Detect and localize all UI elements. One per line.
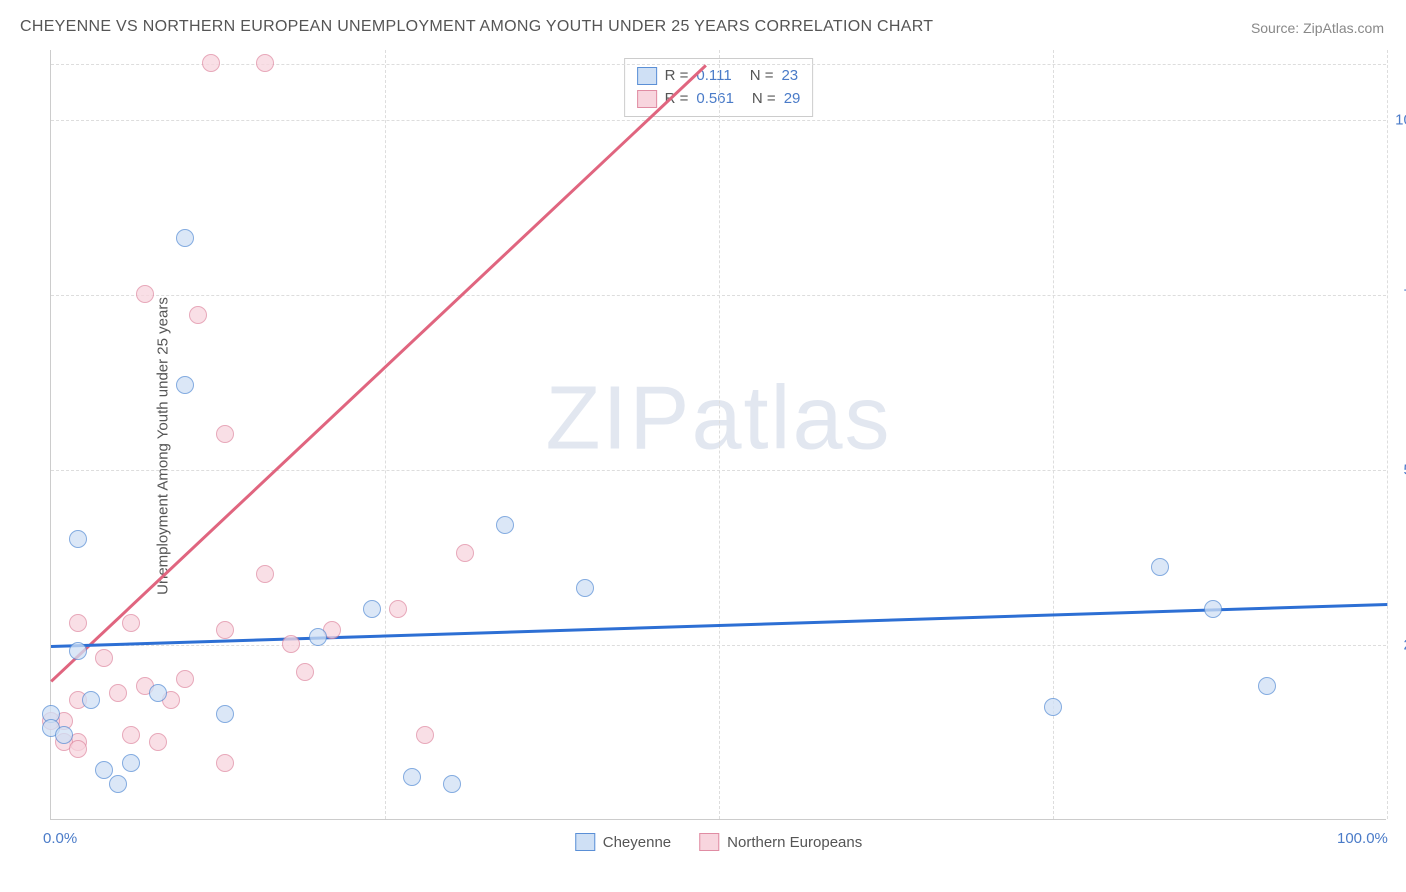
legend-series: Cheyenne Northern Europeans bbox=[575, 833, 862, 851]
data-point bbox=[256, 565, 274, 583]
data-point bbox=[1204, 600, 1222, 618]
data-point bbox=[216, 705, 234, 723]
source-attribution: Source: ZipAtlas.com bbox=[1251, 20, 1384, 36]
data-point bbox=[202, 54, 220, 72]
data-point bbox=[95, 761, 113, 779]
legend-swatch bbox=[637, 67, 657, 85]
regression-line bbox=[50, 64, 706, 682]
legend-item: Cheyenne bbox=[575, 833, 671, 851]
legend-swatch bbox=[575, 833, 595, 851]
data-point bbox=[363, 600, 381, 618]
data-point bbox=[136, 285, 154, 303]
data-point bbox=[456, 544, 474, 562]
data-point bbox=[176, 376, 194, 394]
data-point bbox=[69, 530, 87, 548]
legend-r-value: 0.561 bbox=[696, 88, 734, 111]
gridline-v bbox=[1387, 50, 1388, 819]
data-point bbox=[82, 691, 100, 709]
gridline-v bbox=[719, 50, 720, 819]
data-point bbox=[256, 54, 274, 72]
data-point bbox=[282, 635, 300, 653]
legend-label: Northern Europeans bbox=[727, 834, 862, 851]
data-point bbox=[55, 726, 73, 744]
data-point bbox=[109, 684, 127, 702]
data-point bbox=[95, 649, 113, 667]
data-point bbox=[296, 663, 314, 681]
data-point bbox=[576, 579, 594, 597]
data-point bbox=[69, 642, 87, 660]
data-point bbox=[416, 726, 434, 744]
data-point bbox=[69, 614, 87, 632]
data-point bbox=[122, 614, 140, 632]
y-tick-label: 100.0% bbox=[1395, 112, 1406, 129]
legend-item: Northern Europeans bbox=[699, 833, 862, 851]
data-point bbox=[389, 600, 407, 618]
data-point bbox=[1044, 698, 1062, 716]
data-point bbox=[1258, 677, 1276, 695]
legend-n-label: N = bbox=[750, 65, 774, 88]
x-tick-label: 0.0% bbox=[43, 830, 77, 847]
data-point bbox=[496, 516, 514, 534]
legend-n-value: 29 bbox=[784, 88, 801, 111]
data-point bbox=[443, 775, 461, 793]
data-point bbox=[149, 684, 167, 702]
legend-n-value: 23 bbox=[781, 65, 798, 88]
data-point bbox=[149, 733, 167, 751]
gridline-v bbox=[385, 50, 386, 819]
watermark-atlas: atlas bbox=[691, 369, 891, 469]
data-point bbox=[216, 425, 234, 443]
data-point bbox=[309, 628, 327, 646]
data-point bbox=[176, 670, 194, 688]
data-point bbox=[403, 768, 421, 786]
chart-title: CHEYENNE VS NORTHERN EUROPEAN UNEMPLOYME… bbox=[20, 18, 933, 36]
data-point bbox=[122, 754, 140, 772]
legend-n-label: N = bbox=[752, 88, 776, 111]
data-point bbox=[109, 775, 127, 793]
data-point bbox=[1151, 558, 1169, 576]
data-point bbox=[216, 754, 234, 772]
legend-label: Cheyenne bbox=[603, 834, 671, 851]
x-tick-label: 100.0% bbox=[1337, 830, 1388, 847]
watermark-zip: ZIP bbox=[545, 369, 691, 469]
legend-swatch bbox=[699, 833, 719, 851]
plot-area: ZIPatlas R =0.111N =23R =0.561N =29 Chey… bbox=[50, 50, 1386, 820]
legend-swatch bbox=[637, 90, 657, 108]
data-point bbox=[189, 306, 207, 324]
data-point bbox=[176, 229, 194, 247]
data-point bbox=[216, 621, 234, 639]
data-point bbox=[122, 726, 140, 744]
data-point bbox=[69, 740, 87, 758]
